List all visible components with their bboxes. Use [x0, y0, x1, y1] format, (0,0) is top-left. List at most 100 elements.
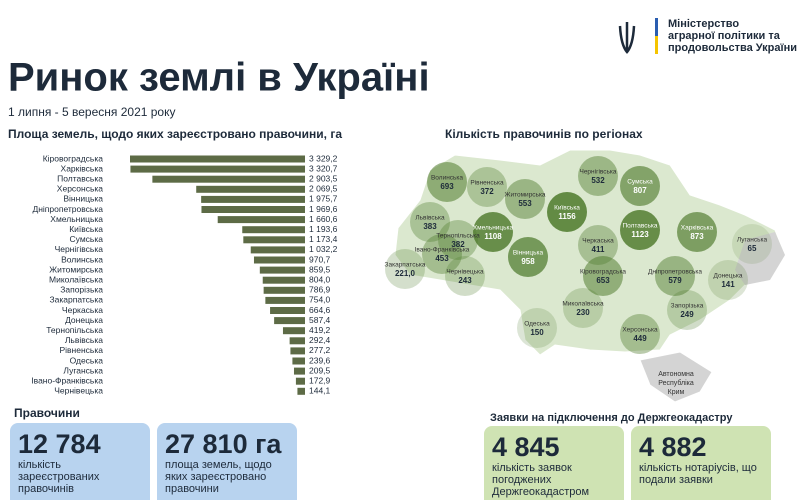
region-mark	[578, 225, 618, 265]
bar	[217, 216, 305, 224]
region-name: Тернопільська	[436, 232, 480, 240]
occupied-area	[735, 232, 785, 285]
category-label: Закарпатська	[50, 295, 104, 305]
region-value: 553	[518, 199, 532, 208]
region-mark	[445, 256, 485, 296]
value-label: 419,2	[309, 325, 331, 335]
bar	[130, 165, 305, 173]
value-label: 1 975,7	[309, 194, 338, 204]
region-value: 372	[480, 187, 494, 196]
region-mark	[620, 166, 660, 206]
value-label: 292,4	[309, 335, 331, 345]
bar	[290, 347, 305, 355]
region-value: 449	[633, 334, 647, 343]
bar	[274, 317, 305, 325]
category-label: Луганська	[63, 365, 103, 375]
bar	[262, 276, 305, 284]
category-label: Черкаська	[62, 305, 103, 315]
region-mark	[655, 256, 695, 296]
region-value: 383	[423, 222, 437, 231]
region-value: 807	[633, 186, 647, 195]
bar	[295, 377, 305, 385]
value-label: 172,9	[309, 375, 331, 385]
region-name: Черкаська	[582, 238, 614, 245]
title: Ринок землі в Україні	[8, 56, 430, 100]
bar	[289, 337, 305, 345]
stat-value: 12 784	[18, 429, 101, 459]
region-name: Одеська	[524, 321, 550, 328]
value-label: 144,1	[309, 386, 331, 396]
category-label: Івано-Франківська	[31, 375, 103, 385]
bar	[253, 256, 305, 264]
category-label: Миколаївська	[49, 274, 103, 284]
region-value: 1156	[558, 212, 576, 221]
region-value: 65	[748, 244, 757, 253]
region-name: Вінницька	[513, 249, 544, 257]
region-mark	[620, 314, 660, 354]
value-label: 587,4	[309, 315, 331, 325]
application-value: 4 845	[492, 432, 560, 462]
value-label: 970,7	[309, 254, 331, 264]
category-label: Хмельницька	[50, 214, 103, 224]
application-box: 4 845 кількість заявок погоджених Держге…	[484, 426, 624, 500]
category-label: Одеська	[70, 355, 104, 365]
bar	[270, 307, 305, 314]
region-name: Волинська	[431, 175, 463, 182]
stat-box: 12 784 кількість зареєстрованих правочин…	[10, 423, 150, 500]
region-value: 453	[435, 254, 449, 263]
value-label: 2 069,5	[309, 184, 338, 194]
region-value: 141	[721, 280, 735, 289]
region-name: Чернігівська	[579, 168, 616, 176]
value-label: 804,0	[309, 274, 331, 284]
value-label: 859,5	[309, 264, 331, 274]
crimea-label: Республіка	[658, 379, 694, 387]
region-mark	[620, 210, 660, 250]
bar	[297, 387, 305, 395]
region-name: Дніпропетровська	[648, 268, 702, 276]
region-value: 693	[440, 182, 454, 191]
bar	[201, 195, 305, 203]
region-value: 411	[592, 245, 605, 254]
region-mark	[583, 256, 623, 296]
category-label: Житомирська	[49, 264, 103, 274]
region-name: Кіровоградська	[580, 268, 626, 276]
value-label: 664,6	[309, 305, 331, 315]
region-mark	[732, 224, 772, 264]
value-label: 239,6	[309, 355, 331, 365]
value-label: 2 903,5	[309, 173, 338, 183]
region-value: 1108	[484, 232, 502, 241]
region-name: Івано-Франківська	[415, 246, 470, 254]
bar	[263, 286, 305, 294]
region-mark	[578, 156, 618, 196]
bar	[292, 357, 305, 365]
region-mark	[667, 290, 707, 330]
category-label: Донецька	[65, 315, 103, 325]
flag-blue	[655, 18, 658, 36]
emblem	[618, 22, 636, 54]
region-value: 1123	[631, 230, 649, 239]
category-label: Херсонська	[57, 184, 103, 194]
region-name: Київська	[554, 205, 580, 212]
bar	[201, 206, 305, 213]
bar	[259, 266, 305, 274]
region-name: Львівська	[415, 214, 445, 222]
stat-value: 27 810 га	[165, 429, 282, 459]
application-text: кількість нотаріусів, що подали заявки	[639, 462, 757, 486]
category-label: Вінницька	[63, 194, 103, 204]
category-label: Сумська	[70, 234, 104, 244]
region-mark	[547, 192, 587, 232]
value-label: 1 173,4	[309, 234, 338, 244]
region-value: 532	[591, 176, 605, 185]
bar	[250, 246, 305, 254]
region-name: Луганська	[737, 237, 768, 244]
bar	[293, 367, 305, 375]
bar	[282, 327, 305, 335]
region-value: 249	[680, 310, 694, 319]
stat-text: кількість зареєстрованих правочинів	[18, 459, 100, 495]
bar	[265, 296, 305, 304]
region-name: Сумська	[627, 179, 653, 186]
value-label: 1 969,6	[309, 204, 338, 214]
value-label: 754,0	[309, 295, 331, 305]
